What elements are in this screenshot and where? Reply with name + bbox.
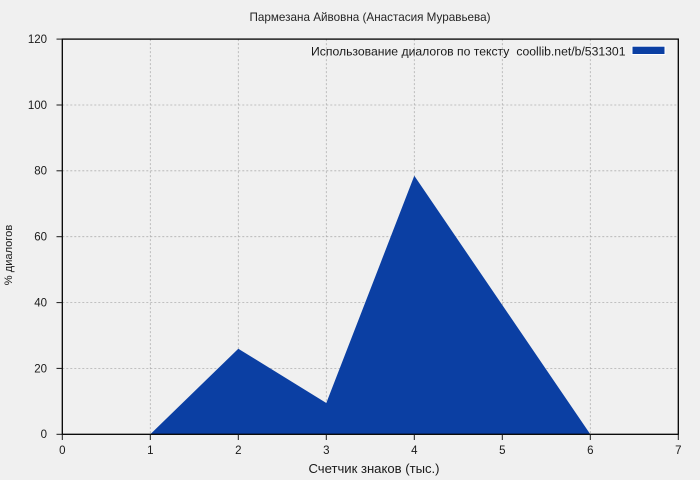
- svg-text:Счетчик знаков (тыс.): Счетчик знаков (тыс.): [308, 461, 439, 476]
- svg-text:4: 4: [411, 445, 418, 457]
- svg-text:20: 20: [34, 363, 47, 375]
- svg-text:% диалогов: % диалогов: [3, 225, 15, 286]
- svg-text:80: 80: [34, 166, 47, 178]
- svg-text:7: 7: [675, 445, 681, 457]
- svg-text:2: 2: [235, 445, 241, 457]
- svg-text:120: 120: [28, 34, 47, 46]
- svg-text:5: 5: [499, 445, 505, 457]
- svg-text:100: 100: [28, 100, 47, 112]
- svg-text:60: 60: [34, 232, 47, 244]
- svg-text:Использование диалогов по текс: Использование диалогов по тексту coollib.…: [311, 45, 626, 59]
- svg-text:40: 40: [34, 298, 47, 310]
- svg-text:0: 0: [41, 429, 47, 441]
- svg-text:3: 3: [323, 445, 329, 457]
- svg-text:1: 1: [147, 445, 153, 457]
- svg-text:0: 0: [59, 445, 65, 457]
- svg-text:6: 6: [587, 445, 593, 457]
